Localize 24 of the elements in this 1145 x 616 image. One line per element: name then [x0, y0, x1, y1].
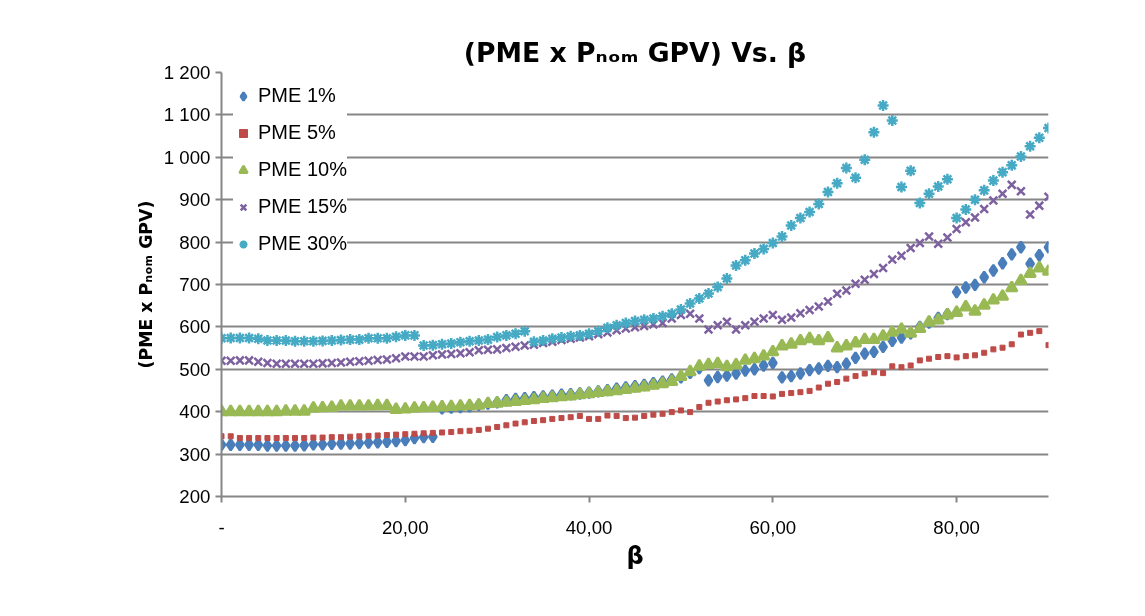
- x-tick-label: -: [218, 516, 225, 538]
- y-tick-label: 800: [179, 231, 211, 253]
- y-axis-title: (PME x Pₙₒₘ GPV): [135, 200, 156, 369]
- y-tick-label: 400: [179, 401, 211, 423]
- y-tick-label: 900: [179, 189, 211, 211]
- legend-label: PME 10%: [258, 158, 347, 181]
- y-tick-label: 300: [179, 443, 211, 465]
- y-tick-label: 1 200: [163, 62, 211, 83]
- legend-label: PME 15%: [258, 195, 347, 218]
- legend-label: PME 30%: [258, 232, 347, 255]
- y-tick-label: 700: [179, 274, 211, 295]
- y-tick-label: 1 000: [163, 146, 211, 168]
- y-tick-label: 500: [179, 358, 211, 380]
- y-tick-label: 600: [179, 316, 211, 338]
- x-tick-label: 80,00: [933, 516, 980, 538]
- x-tick-label: 60,00: [749, 516, 797, 538]
- chart-title: (PME x Pₙₒₘ GPV) Vs. β: [463, 36, 807, 68]
- x-tick-label: 20,00: [381, 516, 429, 538]
- x-tick-label: 40,00: [565, 516, 613, 538]
- legend-label: PME 5%: [258, 121, 336, 144]
- x-axis-title: β: [626, 541, 644, 570]
- y-tick-label: 1 100: [163, 104, 211, 126]
- legend-label: PME 1%: [258, 84, 336, 107]
- y-tick-label: 200: [179, 486, 211, 507]
